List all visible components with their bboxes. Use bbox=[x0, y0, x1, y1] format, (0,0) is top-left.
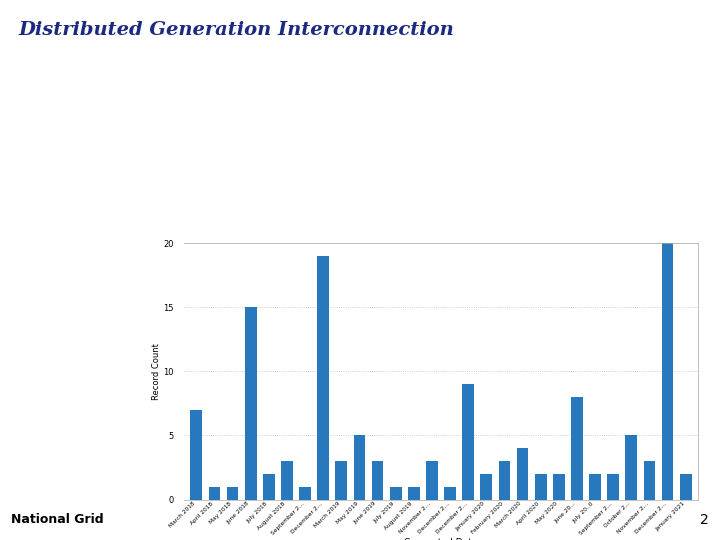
Bar bbox=[408, 487, 420, 500]
Bar bbox=[190, 410, 202, 500]
Bar bbox=[299, 487, 311, 500]
Text: National Grid: National Grid bbox=[11, 513, 104, 526]
Bar bbox=[553, 474, 564, 500]
Bar bbox=[535, 474, 546, 500]
X-axis label: Connected Date: Connected Date bbox=[405, 538, 477, 540]
Bar bbox=[354, 435, 365, 500]
Bar bbox=[227, 487, 238, 500]
Bar bbox=[336, 461, 347, 500]
Bar bbox=[517, 448, 528, 500]
Bar bbox=[390, 487, 402, 500]
Bar bbox=[281, 461, 293, 500]
Bar bbox=[209, 487, 220, 500]
Text: Distributed Generation Interconnection: Distributed Generation Interconnection bbox=[18, 21, 454, 39]
Bar bbox=[426, 461, 438, 500]
Bar bbox=[318, 256, 329, 500]
Bar bbox=[372, 461, 384, 500]
Bar bbox=[571, 397, 583, 500]
Bar bbox=[607, 474, 619, 500]
Bar bbox=[480, 474, 492, 500]
Y-axis label: Record Count: Record Count bbox=[152, 343, 161, 400]
Bar bbox=[263, 474, 275, 500]
Bar bbox=[680, 474, 692, 500]
Text: NATIONAL GRID 3-YEAR INTERCONNECTIONS BY
MONTH: NATIONAL GRID 3-YEAR INTERCONNECTIONS BY… bbox=[120, 172, 600, 214]
Text: 2: 2 bbox=[701, 513, 709, 526]
Bar bbox=[589, 474, 601, 500]
Bar bbox=[626, 435, 637, 500]
Bar bbox=[644, 461, 655, 500]
Bar bbox=[245, 307, 256, 500]
Bar bbox=[444, 487, 456, 500]
Bar bbox=[462, 384, 474, 500]
Bar bbox=[498, 461, 510, 500]
Bar bbox=[662, 243, 673, 500]
